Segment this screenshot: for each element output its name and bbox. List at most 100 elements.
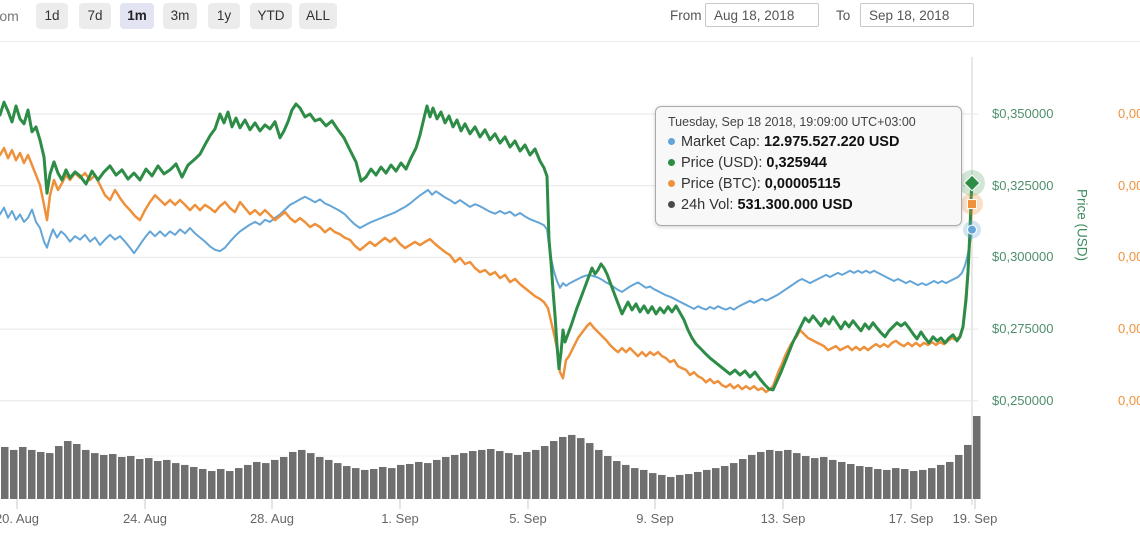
volume-bar <box>352 468 360 499</box>
y-axis-title: Price (USD) <box>1074 188 1090 262</box>
price-btc-tick-label: 0,00 <box>1118 321 1140 337</box>
volume-bar <box>289 451 297 499</box>
price-btc-marker-square <box>967 199 977 210</box>
toolbar-separator <box>0 41 1140 42</box>
volume-bar <box>235 468 243 499</box>
volume-bar <box>595 449 603 499</box>
volume-bar <box>703 469 711 499</box>
volume-bar <box>631 468 639 499</box>
from-date-input[interactable] <box>705 3 819 27</box>
volume-bar <box>442 456 450 499</box>
volume-bar <box>838 461 846 499</box>
volume-bar <box>694 471 702 499</box>
volume-bar <box>928 468 936 499</box>
volume-bar <box>172 463 180 499</box>
volume-bar <box>136 459 144 499</box>
volume-bar <box>514 454 522 499</box>
volume-bar <box>856 466 864 499</box>
volume-bar <box>757 451 765 499</box>
volume-bar <box>244 464 252 499</box>
volume-bar <box>298 449 306 499</box>
volume-bar <box>55 446 63 499</box>
volume-bar <box>604 456 612 499</box>
tooltip-series-bullet-icon <box>668 180 675 187</box>
volume-bar <box>460 453 468 499</box>
volume-bar <box>46 453 54 499</box>
chart-tooltip: Tuesday, Sep 18 2018, 19:09:00 UTC+03:00… <box>655 106 962 226</box>
volume-bar <box>865 466 873 499</box>
volume-bar <box>874 469 882 499</box>
volume-bar <box>829 459 837 499</box>
volume-bar <box>577 438 585 499</box>
price-btc-tick-label: 0,00 <box>1118 106 1140 121</box>
to-label: To <box>836 8 851 23</box>
volume-bar <box>163 459 171 499</box>
volume-bar <box>19 446 27 499</box>
price-btc-tick-label: 0,00 <box>1118 392 1140 408</box>
volume-bar <box>118 456 126 499</box>
x-tick-label: 20. Aug <box>0 511 40 526</box>
range-button-7d[interactable]: 7d <box>79 3 111 29</box>
x-tick-label: 17. Sep <box>888 511 934 526</box>
volume-bar <box>226 471 234 499</box>
volume-bar <box>784 449 792 499</box>
volume-bar <box>505 453 513 499</box>
volume-bar <box>451 454 459 499</box>
tooltip-title: Tuesday, Sep 18 2018, 19:09:00 UTC+03:00 <box>668 115 916 129</box>
volume-bar <box>712 468 720 499</box>
volume-bar <box>802 456 810 499</box>
volume-bar <box>811 458 819 499</box>
tooltip-series-bullet-icon <box>668 201 675 208</box>
volume-bar <box>145 458 153 499</box>
price-btc-tick-label: 0,00 <box>1118 177 1140 193</box>
volume-bar <box>388 468 396 499</box>
volume-bar <box>262 463 270 499</box>
tooltip-row-value: 0,00005115 <box>764 176 841 192</box>
tooltip-row: 24h Vol: 531.300.000 USD <box>668 195 949 216</box>
price-btc-tick-label: 0,00 <box>1118 249 1140 265</box>
volume-bar <box>775 451 783 499</box>
volume-bar <box>550 441 558 499</box>
range-button-ytd[interactable]: YTD <box>250 3 292 29</box>
range-button-1d[interactable]: 1d <box>36 3 68 29</box>
volume-bar <box>424 463 432 499</box>
volume-bar <box>847 464 855 499</box>
series-line-market-cap <box>0 188 973 311</box>
price-usd-tick-label: $0,350000 <box>992 106 1054 121</box>
x-tick-label: 28. Aug <box>249 511 295 526</box>
volume-bar <box>433 459 441 499</box>
volume-bar <box>37 451 45 499</box>
range-button-1y[interactable]: 1y <box>208 3 240 29</box>
tooltip-row-value: 0,325944 <box>766 155 827 171</box>
to-date-input[interactable] <box>860 3 974 27</box>
volume-bar <box>973 416 981 499</box>
range-button-1m[interactable]: 1m <box>120 3 154 29</box>
range-button-all[interactable]: ALL <box>299 3 337 29</box>
tooltip-row-label: Market Cap: <box>681 134 764 150</box>
volume-bar <box>334 463 342 499</box>
volume-bar <box>154 461 162 499</box>
tooltip-row-value: 531.300.000 USD <box>737 197 853 213</box>
price-usd-tick-label: $0,300000 <box>992 249 1054 265</box>
volume-bar <box>883 469 891 499</box>
volume-bar <box>307 453 315 499</box>
series-line-price-btc- <box>0 146 974 394</box>
volume-bar <box>415 461 423 499</box>
volume-bar <box>208 471 216 499</box>
volume-bar <box>892 468 900 499</box>
volume-bar <box>190 466 198 499</box>
volume-bar <box>910 471 918 499</box>
volume-bar <box>613 461 621 499</box>
tooltip-rows: Market Cap: 12.975.527.220 USD Price (USD… <box>668 132 949 216</box>
volume-bar <box>181 464 189 499</box>
volume-bar <box>217 469 225 499</box>
tooltip-row-label: 24h Vol: <box>681 197 738 213</box>
tooltip-row: Price (USD): 0,325944 <box>668 153 949 174</box>
volume-bar <box>640 469 648 499</box>
volume-bar <box>568 434 576 499</box>
volume-bar <box>721 466 729 499</box>
range-button-3m[interactable]: 3m <box>163 3 197 29</box>
volume-bar <box>685 474 693 499</box>
